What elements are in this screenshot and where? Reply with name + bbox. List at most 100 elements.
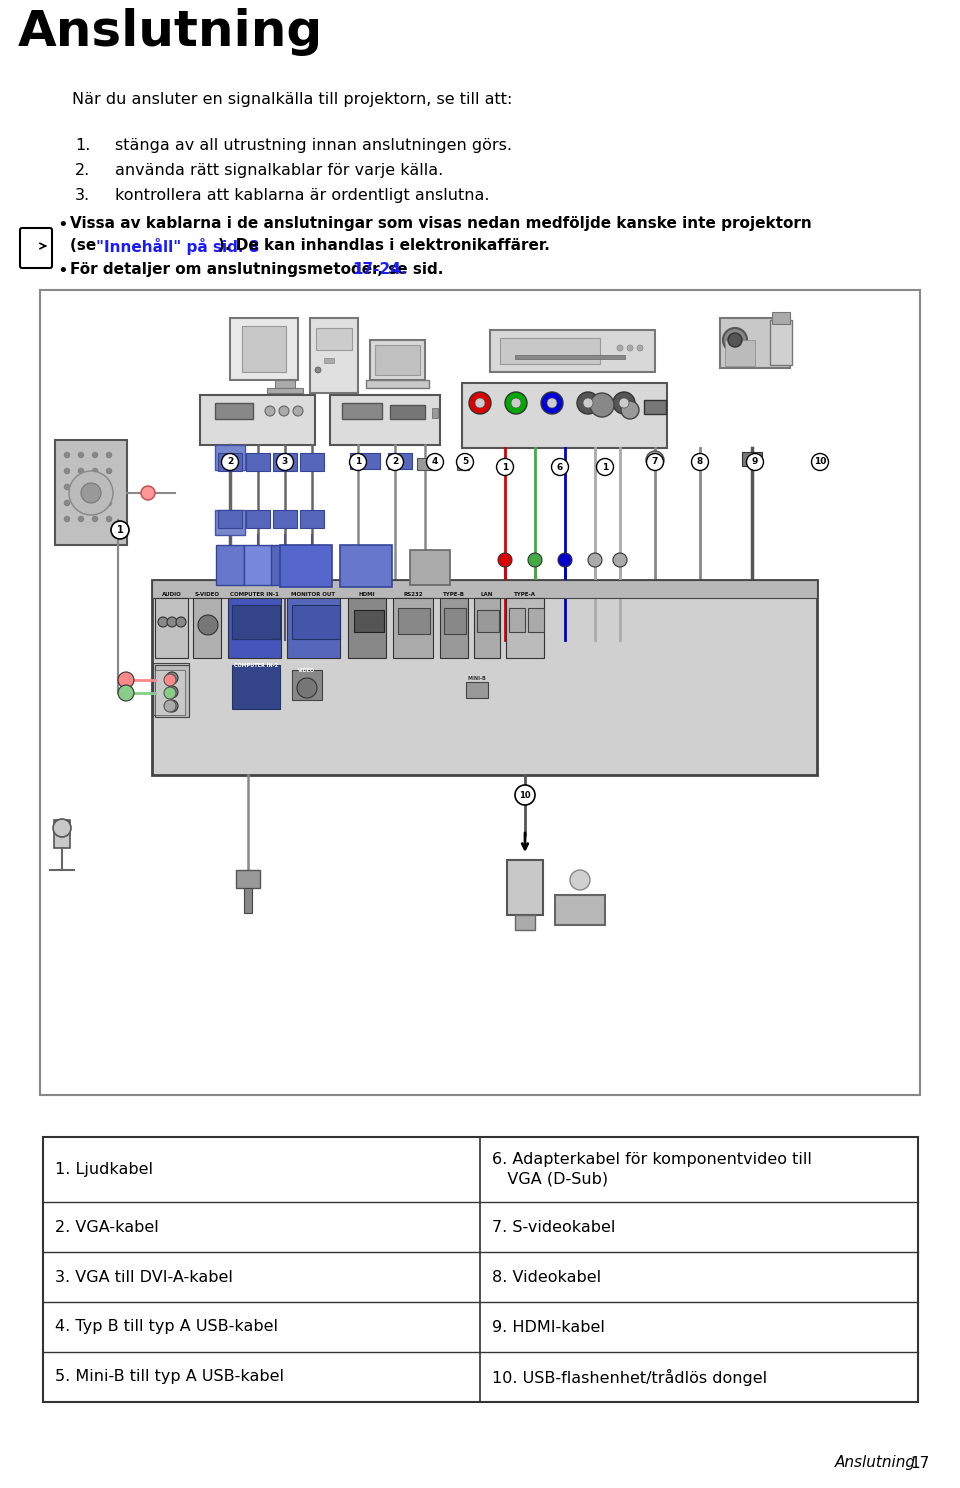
Circle shape bbox=[106, 500, 112, 506]
Bar bbox=[370, 339, 425, 379]
Text: Anslutning: Anslutning bbox=[835, 1455, 916, 1470]
Bar bbox=[43, 1137, 918, 1402]
Bar bbox=[267, 388, 303, 393]
Bar bbox=[273, 510, 297, 528]
Bar bbox=[300, 452, 324, 472]
Circle shape bbox=[166, 686, 178, 698]
Circle shape bbox=[426, 454, 444, 470]
Bar bbox=[398, 609, 430, 634]
Text: TYPE-B: TYPE-B bbox=[443, 592, 465, 597]
Text: 2: 2 bbox=[227, 457, 233, 467]
Bar bbox=[528, 609, 544, 632]
Bar bbox=[770, 320, 792, 365]
Text: 1: 1 bbox=[502, 463, 508, 472]
Bar bbox=[350, 452, 380, 469]
Bar bbox=[330, 394, 440, 445]
Text: 9: 9 bbox=[752, 457, 758, 467]
Bar bbox=[490, 330, 655, 372]
Text: stänga av all utrustning innan anslutningen görs.: stänga av all utrustning innan anslutnin… bbox=[115, 138, 512, 153]
Text: 5: 5 bbox=[462, 457, 468, 467]
Circle shape bbox=[64, 516, 70, 522]
FancyBboxPatch shape bbox=[20, 228, 52, 268]
Bar bbox=[230, 318, 298, 379]
Text: "Innehåll" på sid. 8: "Innehåll" på sid. 8 bbox=[96, 238, 259, 254]
Circle shape bbox=[92, 516, 98, 522]
Circle shape bbox=[92, 500, 98, 506]
Text: 7. S-videokabel: 7. S-videokabel bbox=[492, 1220, 615, 1235]
Text: LAN: LAN bbox=[481, 592, 493, 597]
Bar bbox=[232, 665, 280, 708]
Text: 17-24.: 17-24. bbox=[352, 262, 406, 277]
Bar bbox=[477, 610, 499, 632]
Text: •: • bbox=[57, 262, 68, 280]
Bar bbox=[500, 338, 600, 365]
Circle shape bbox=[315, 368, 321, 373]
Circle shape bbox=[78, 452, 84, 458]
Text: 2. VGA-kabel: 2. VGA-kabel bbox=[55, 1220, 158, 1235]
Bar bbox=[218, 452, 242, 472]
Circle shape bbox=[349, 454, 367, 470]
Circle shape bbox=[558, 554, 572, 567]
Text: VGA (D-Sub): VGA (D-Sub) bbox=[492, 1173, 608, 1187]
Text: 8: 8 bbox=[697, 457, 703, 467]
Circle shape bbox=[78, 516, 84, 522]
Text: 4. Typ B till typ A USB-kabel: 4. Typ B till typ A USB-kabel bbox=[55, 1320, 278, 1335]
Circle shape bbox=[78, 469, 84, 475]
Text: COMPUTER IN-2: COMPUTER IN-2 bbox=[234, 664, 278, 668]
Bar bbox=[555, 894, 605, 926]
Circle shape bbox=[747, 454, 763, 470]
Circle shape bbox=[92, 452, 98, 458]
Bar bbox=[271, 545, 299, 585]
Text: 6. Adapterkabel för komponentvideo till: 6. Adapterkabel för komponentvideo till bbox=[492, 1152, 812, 1167]
Bar bbox=[316, 327, 352, 350]
Bar bbox=[440, 598, 468, 658]
Bar bbox=[457, 461, 469, 470]
Bar bbox=[153, 664, 189, 716]
Text: 1: 1 bbox=[355, 457, 361, 467]
Bar bbox=[462, 382, 667, 448]
Circle shape bbox=[222, 454, 238, 470]
Text: MONITOR OUT: MONITOR OUT bbox=[292, 592, 336, 597]
Circle shape bbox=[118, 673, 134, 687]
Bar bbox=[292, 606, 340, 638]
Circle shape bbox=[541, 391, 563, 414]
Bar bbox=[55, 440, 127, 545]
Bar bbox=[509, 609, 525, 632]
Bar bbox=[393, 598, 433, 658]
Bar bbox=[720, 318, 790, 368]
Circle shape bbox=[265, 406, 275, 417]
Circle shape bbox=[167, 618, 177, 626]
Text: HDMI: HDMI bbox=[359, 592, 375, 597]
Circle shape bbox=[106, 469, 112, 475]
Bar bbox=[246, 452, 270, 472]
Bar bbox=[474, 598, 500, 658]
Text: (se: (se bbox=[70, 238, 102, 253]
Text: 4: 4 bbox=[432, 457, 438, 467]
Text: 10: 10 bbox=[814, 457, 827, 467]
Circle shape bbox=[637, 345, 643, 351]
Bar bbox=[193, 598, 221, 658]
Circle shape bbox=[166, 673, 178, 684]
Bar bbox=[410, 551, 450, 585]
Bar bbox=[244, 888, 252, 914]
Bar bbox=[54, 820, 70, 848]
Text: 2: 2 bbox=[392, 457, 398, 467]
Circle shape bbox=[617, 345, 623, 351]
Text: S-VIDEO: S-VIDEO bbox=[195, 592, 220, 597]
Circle shape bbox=[515, 786, 535, 805]
Text: MINI-B: MINI-B bbox=[468, 676, 487, 682]
Bar bbox=[280, 545, 332, 586]
Bar bbox=[725, 339, 755, 366]
Circle shape bbox=[590, 393, 614, 417]
Bar bbox=[40, 290, 920, 1095]
Text: 3. VGA till DVI-A-kabel: 3. VGA till DVI-A-kabel bbox=[55, 1269, 233, 1284]
Bar bbox=[152, 580, 817, 775]
Circle shape bbox=[583, 397, 593, 408]
Text: 10: 10 bbox=[519, 790, 531, 799]
Bar bbox=[236, 870, 260, 888]
Text: 7: 7 bbox=[652, 457, 659, 467]
Text: 3.: 3. bbox=[75, 187, 90, 202]
Bar bbox=[244, 545, 272, 585]
Text: kontrollera att kablarna är ordentligt anslutna.: kontrollera att kablarna är ordentligt a… bbox=[115, 187, 490, 202]
Text: Anslutning: Anslutning bbox=[18, 7, 324, 57]
